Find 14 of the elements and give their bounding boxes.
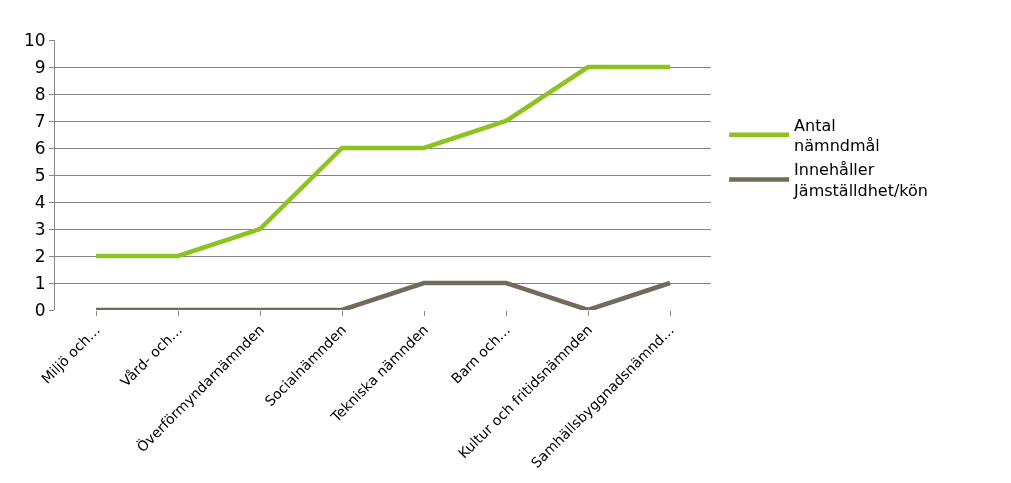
y-tick-label: 9 <box>34 56 46 77</box>
y-tick-label: 3 <box>34 218 46 239</box>
legend-label: Innehåller Jämställdhet/kön <box>793 160 928 201</box>
y-tick-label: 0 <box>34 299 46 320</box>
y-tick-label: 10 <box>23 29 46 50</box>
y-tick-label: 8 <box>34 83 46 104</box>
legend-label: Antal nämndmål <box>794 115 880 156</box>
y-tick-label: 2 <box>34 245 46 266</box>
line-series <box>93 64 673 259</box>
y-tick-label: 6 <box>34 137 46 158</box>
y-tick-label: 7 <box>34 110 46 131</box>
y-tick-label: 4 <box>34 191 46 212</box>
y-tick-label: 5 <box>34 164 46 185</box>
y-tick-label: 1 <box>34 272 46 293</box>
